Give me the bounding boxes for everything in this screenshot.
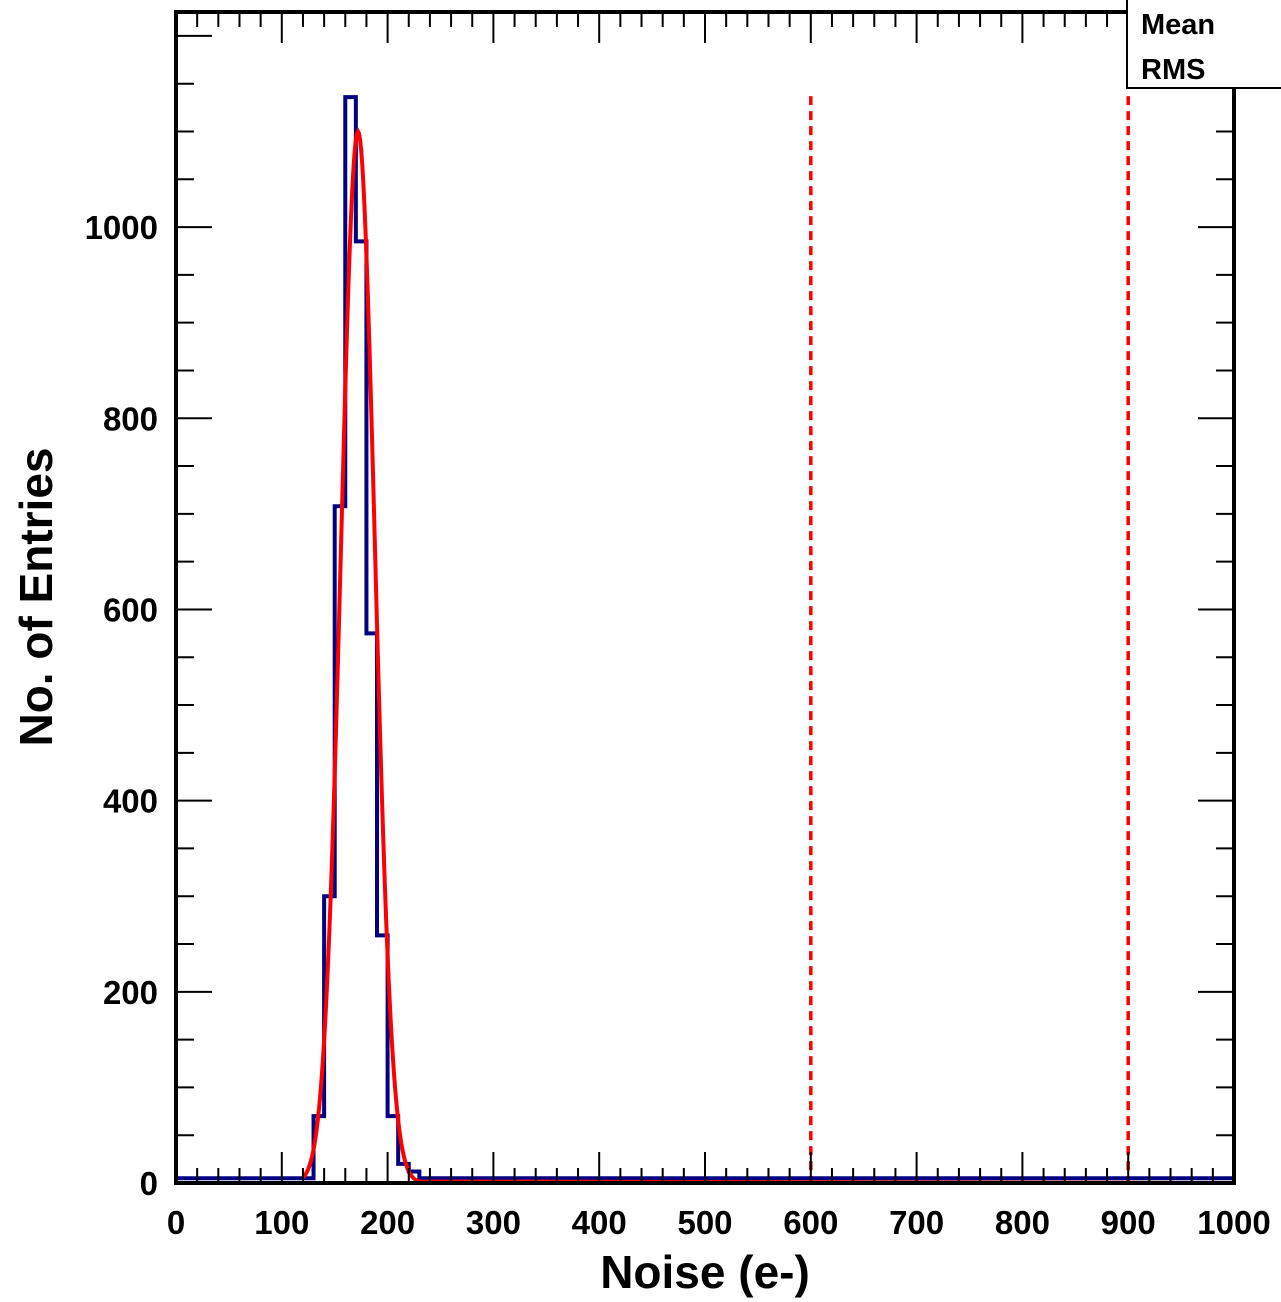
- stats-box-frame: [1126, 0, 1281, 89]
- x-axis-title: Noise (e-): [600, 1246, 810, 1298]
- x-tick-label-800: 800: [995, 1204, 1050, 1241]
- y-tick-label-1000: 1000: [85, 209, 158, 246]
- y-axis-title: No. of Entries: [10, 447, 62, 746]
- x-tick-label-500: 500: [677, 1204, 732, 1241]
- x-tick-label-300: 300: [466, 1204, 521, 1241]
- x-tick-label-700: 700: [889, 1204, 944, 1241]
- histogram-outline: [176, 95, 1234, 1181]
- y-tick-labels: 0 200 400 600 800 1000: [85, 209, 158, 1202]
- gaussian-fit-curve: [301, 127, 1235, 1185]
- y-tick-label-800: 800: [103, 400, 158, 437]
- stats-rms-label: RMS: [1141, 54, 1205, 86]
- x-tick-label-1000: 1000: [1197, 1204, 1270, 1241]
- x-tick-label-100: 100: [254, 1204, 309, 1241]
- stats-box: Mean RMS: [1126, 0, 1281, 89]
- x-tick-label-200: 200: [360, 1204, 415, 1241]
- axis-ticks: [175, 12, 1235, 1184]
- stats-mean-label: Mean: [1141, 9, 1215, 41]
- plot-marks: [176, 95, 1235, 1185]
- x-tick-label-900: 900: [1101, 1204, 1156, 1241]
- y-tick-label-0: 0: [140, 1165, 158, 1202]
- x-tick-label-400: 400: [572, 1204, 627, 1241]
- x-tick-labels: 0 100 200 300 400 500 600 700 800 900 1000: [167, 1204, 1271, 1241]
- y-tick-label-400: 400: [103, 783, 158, 820]
- y-tick-label-200: 200: [103, 974, 158, 1011]
- x-tick-label-0: 0: [167, 1204, 185, 1241]
- x-tick-label-600: 600: [783, 1204, 838, 1241]
- y-tick-label-600: 600: [103, 591, 158, 628]
